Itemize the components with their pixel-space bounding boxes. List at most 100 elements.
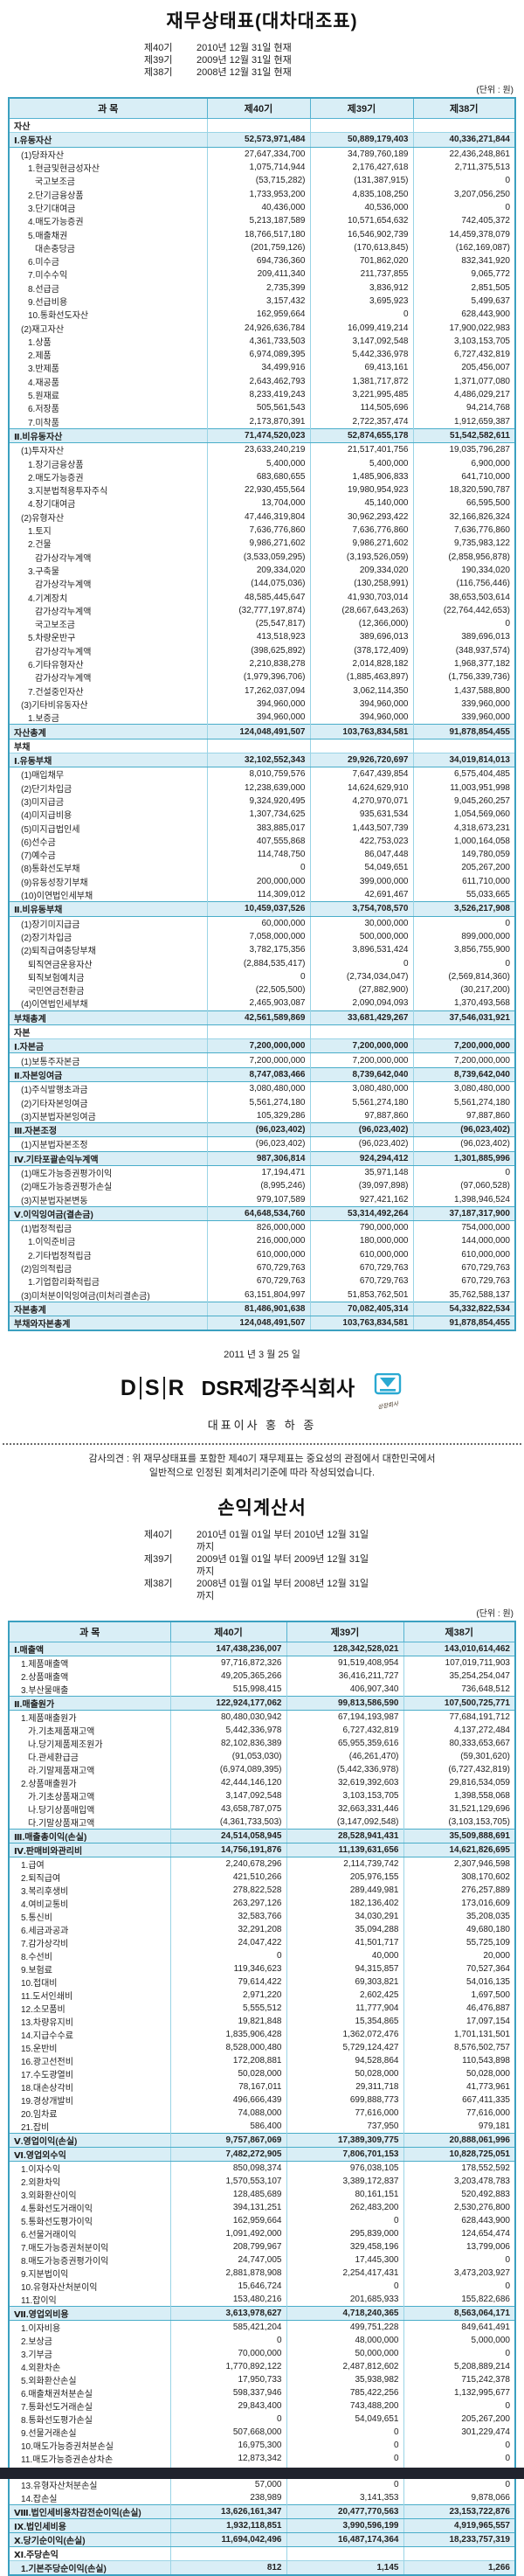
table-row: 부채총계 42,561,589,869 33,681,429,267 37,546,0… bbox=[8, 1010, 516, 1025]
row-value: 37,546,031,921 bbox=[412, 1010, 516, 1025]
period-label: 제39기 bbox=[144, 55, 173, 66]
row-label: 8.통화선도평가손실 bbox=[8, 2413, 171, 2427]
row-value: 0 bbox=[412, 200, 516, 215]
row-value: 1,307,734,625 bbox=[206, 808, 311, 822]
row-label: 10.유형자산처분이익 bbox=[8, 2280, 171, 2294]
row-label: 1.제품매출액 bbox=[8, 1656, 171, 1670]
row-value: 18,766,517,180 bbox=[206, 227, 311, 241]
row-value: 1,968,377,182 bbox=[412, 656, 516, 671]
row-value: 1,932,118,851 bbox=[169, 2518, 287, 2534]
row-value: 0 bbox=[286, 2478, 404, 2492]
row-label: Ⅰ.유동부채 bbox=[8, 752, 208, 768]
row-label: 12.소모품비 bbox=[8, 2002, 171, 2016]
row-label: (4)미지급비용 bbox=[8, 808, 208, 822]
row-value: 0 bbox=[286, 2280, 404, 2294]
row-value: 394,960,000 bbox=[206, 697, 311, 712]
table-row: (2)퇴직급여충당부채 3,782,175,356 3,896,531,424 3,8… bbox=[8, 943, 516, 957]
row-value: 18,233,757,319 bbox=[403, 2532, 516, 2548]
row-label: 1.이익준비금 bbox=[8, 1234, 208, 1248]
table-row: 부채와자본총계 124,048,491,507 103,763,834,581 91,… bbox=[8, 1316, 516, 1331]
row-value: 14,621,826,695 bbox=[403, 1843, 516, 1858]
row-value: 6,900,000 bbox=[412, 456, 516, 470]
table-row: 5.통화선도평가이익 162,959,664 0 628,443,900 bbox=[8, 2214, 516, 2228]
table-row: 15.운반비 8,528,000,480 5,729,124,427 8,576,50… bbox=[8, 2041, 516, 2055]
row-value: 29,311,718 bbox=[286, 2080, 404, 2094]
row-value: 979,107,589 bbox=[206, 1192, 311, 1207]
period-row: 제39기 2009년 01월 01일 부터 2009년 12월 31일 까지 bbox=[0, 1553, 524, 1578]
row-label: 9.지분법이익 bbox=[8, 2267, 171, 2281]
row-value: 29,926,720,697 bbox=[309, 752, 414, 768]
row-value: 826,000,000 bbox=[206, 1220, 311, 1235]
row-value: 24,047,422 bbox=[169, 1936, 287, 1950]
row-value: 114,505,696 bbox=[309, 401, 414, 415]
table-row: 국민연금전환금 (22,505,500) (27,882,900) (30,217,2… bbox=[8, 983, 516, 997]
table-row: 1.장기금융상품 5,400,000 5,400,000 6,900,000 bbox=[8, 456, 516, 470]
row-label: (1)보통주자본금 bbox=[8, 1052, 208, 1068]
row-value: 50,028,000 bbox=[169, 2067, 287, 2081]
row-value: (130,258,991) bbox=[309, 577, 414, 591]
table-row: 4.통화선도거래이익 394,131,251 262,483,200 2,530,27… bbox=[8, 2201, 516, 2215]
row-value: 205,267,200 bbox=[403, 2413, 516, 2427]
row-value: (2,734,034,047) bbox=[309, 969, 414, 983]
period-date: 2009년 01월 01일 부터 2009년 12월 31일 까지 bbox=[196, 1554, 369, 1578]
row-value: 77,616,000 bbox=[403, 2107, 516, 2121]
row-label: 11.매도가능증권손상차손 bbox=[8, 2452, 171, 2466]
row-value: 790,000,000 bbox=[309, 1220, 414, 1235]
row-value: 924,294,412 bbox=[309, 1150, 414, 1166]
row-value: 339,960,000 bbox=[412, 711, 516, 725]
row-value: 50,000,000 bbox=[286, 2347, 404, 2361]
row-label: (3)기타비유동자산 bbox=[8, 697, 208, 712]
row-label: Ⅴ.영업이익(손실) bbox=[8, 2133, 171, 2149]
table-row: 9.선급비용 3,157,432 3,695,923 5,499,637 bbox=[8, 294, 516, 309]
row-label: 2.매도가능증권 bbox=[8, 469, 208, 484]
row-value: 55,033,665 bbox=[412, 887, 516, 902]
row-label: 21.잡비 bbox=[8, 2120, 171, 2134]
row-value: 3,836,912 bbox=[309, 281, 414, 295]
row-value: 54,049,651 bbox=[309, 861, 414, 875]
row-label: Ⅺ.주당손익 bbox=[8, 2546, 171, 2562]
column-header: 제39기 bbox=[309, 97, 414, 119]
row-value: (6,727,432,819) bbox=[403, 1763, 516, 1777]
period-date: 2008년 12월 31일 현재 bbox=[196, 67, 292, 78]
row-label: 6.미수금 bbox=[8, 253, 208, 268]
row-value: 3,147,092,548 bbox=[169, 1789, 287, 1803]
row-value: (116,756,446) bbox=[412, 577, 516, 591]
table-row: 가.기초상품재고액 3,147,092,548 3,103,153,705 1,398… bbox=[8, 1789, 516, 1803]
row-value: (144,075,036) bbox=[206, 577, 311, 591]
row-value: 52,573,971,484 bbox=[206, 132, 311, 148]
row-value: 5,499,637 bbox=[412, 294, 516, 309]
table-row: 6.세금과공과 32,291,208 35,094,288 49,680,180 bbox=[8, 1923, 516, 1937]
row-value: 1,381,717,872 bbox=[309, 374, 414, 388]
row-label: 5.원재료 bbox=[8, 387, 208, 402]
row-value: 383,885,017 bbox=[206, 821, 311, 835]
row-value: 4,137,272,484 bbox=[403, 1724, 516, 1738]
table-row: 7.건설중인자산 17,262,037,094 3,062,114,350 1,437… bbox=[8, 684, 516, 698]
table-row: 5.외화환산손실 17,950,733 35,938,982 715,242,378 bbox=[8, 2373, 516, 2387]
row-value: (162,169,087) bbox=[412, 240, 516, 254]
row-value: 128,485,689 bbox=[169, 2188, 287, 2202]
row-value: 0 bbox=[403, 2399, 516, 2413]
row-value: 3,473,203,927 bbox=[403, 2267, 516, 2281]
period-row: 제40기 2010년 12월 31일 현재 bbox=[0, 42, 524, 54]
row-value: 0 bbox=[286, 2214, 404, 2228]
row-value: 5,208,889,214 bbox=[403, 2360, 516, 2374]
row-value: 3,062,114,350 bbox=[309, 684, 414, 698]
table-row: 퇴직보험예치금 0 (2,734,034,047) (2,569,814,360) bbox=[8, 969, 516, 983]
row-value: (398,625,892) bbox=[206, 643, 311, 657]
row-value: 4,486,029,217 bbox=[412, 387, 516, 402]
table-row: Ⅳ.판매비와관리비 14,756,191,876 11,139,631,656 14,… bbox=[8, 1843, 516, 1858]
row-value: 0 bbox=[403, 2439, 516, 2453]
row-value: 979,181 bbox=[403, 2120, 516, 2134]
row-value: 42,691,467 bbox=[309, 887, 414, 902]
row-value: 3,103,153,705 bbox=[286, 1789, 404, 1803]
row-value: 394,131,251 bbox=[169, 2201, 287, 2215]
row-value: 50,028,000 bbox=[403, 2067, 516, 2081]
row-value: 86,047,448 bbox=[309, 848, 414, 862]
table-row: (1)매입채무 8,010,759,576 7,647,439,854 6,575,4… bbox=[8, 767, 516, 781]
row-value: 54,016,135 bbox=[403, 1975, 516, 1989]
row-value: 7,200,000,000 bbox=[412, 1052, 516, 1068]
row-value: (6,974,089,395) bbox=[169, 1763, 287, 1777]
row-value: 715,242,378 bbox=[403, 2373, 516, 2387]
row-value: 48,585,445,647 bbox=[206, 590, 311, 604]
